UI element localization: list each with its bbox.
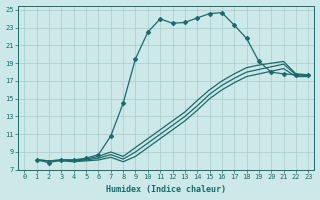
X-axis label: Humidex (Indice chaleur): Humidex (Indice chaleur) [106,185,226,194]
